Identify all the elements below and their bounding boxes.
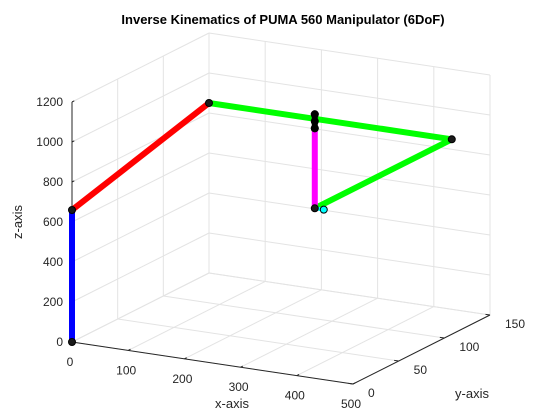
- tick-labels: 0 100 200 300 400 500 0 50 100 150 0 200 400 600 800 10…: [36, 95, 525, 411]
- link-3: [313, 136, 454, 211]
- x-tick-label: 300: [229, 380, 249, 394]
- joint-marker: [447, 135, 456, 144]
- grid-line: [71, 112, 210, 183]
- grid-line: [71, 72, 210, 143]
- grid-line: [71, 192, 210, 263]
- grid-line: [71, 152, 210, 223]
- joint-marker: [205, 99, 213, 107]
- joint-marker: [68, 206, 76, 214]
- z-tick-mark: [71, 140, 75, 143]
- grid-line: [208, 32, 491, 76]
- x-tick-mark: [296, 374, 300, 377]
- grid-line: [71, 32, 210, 103]
- grid-line: [240, 297, 378, 368]
- grid-line: [71, 272, 210, 343]
- x-axis-label: x-axis: [215, 396, 249, 411]
- y-axis-label: y-axis: [455, 386, 489, 401]
- x-tick-mark: [127, 348, 131, 351]
- x-tick-label: 400: [285, 389, 305, 403]
- grid-line: [71, 232, 210, 303]
- axes-box: [71, 100, 491, 385]
- x-tick-mark: [352, 382, 356, 385]
- link-1: [70, 100, 211, 213]
- gripper-joint-marker: [310, 124, 319, 133]
- z-tick-mark: [71, 100, 75, 103]
- grid-line: [184, 289, 322, 360]
- grid-line: [208, 232, 491, 276]
- y-tick-label: 100: [459, 340, 479, 354]
- link-2: [208, 100, 453, 143]
- y-tick-mark: [394, 359, 399, 362]
- chart-title: Inverse Kinematics of PUMA 560 Manipulat…: [121, 12, 444, 27]
- grid-line: [208, 112, 491, 156]
- z-axis-label: z-axis: [10, 205, 25, 239]
- z-tick-label: 200: [43, 295, 63, 309]
- x-tick-label: 0: [67, 355, 74, 369]
- z-tick-label: 400: [43, 255, 63, 269]
- grid-line: [208, 192, 491, 236]
- z-tick-mark: [71, 180, 75, 183]
- gripper-joint-marker: [310, 110, 319, 119]
- grid-line: [208, 152, 491, 196]
- y-tick-label: 50: [414, 363, 428, 377]
- y-tick-label: 150: [505, 317, 525, 331]
- y-tick-mark: [485, 313, 491, 316]
- grid-line: [117, 318, 399, 362]
- y-tick-mark: [439, 336, 445, 339]
- y-tick-label: 0: [368, 386, 375, 400]
- z-tick-label: 1200: [36, 95, 63, 109]
- joint-marker: [319, 205, 328, 214]
- grid-line: [127, 280, 266, 351]
- joint-marker: [68, 338, 76, 346]
- x-tick-label: 500: [341, 397, 361, 411]
- x-tick-mark: [184, 357, 187, 360]
- z-tick-label: 800: [43, 175, 63, 189]
- joint-marker: [310, 204, 319, 213]
- grid-line: [163, 295, 445, 339]
- grid-line: [208, 272, 491, 316]
- z-tick-label: 0: [56, 335, 63, 349]
- x-tick-mark: [240, 365, 244, 368]
- y-tick-mark: [348, 382, 354, 385]
- x-axis-line: [71, 341, 354, 385]
- grid-line: [296, 306, 435, 377]
- x-tick-label: 200: [172, 372, 192, 386]
- z-tick-label: 600: [43, 215, 63, 229]
- grid: [71, 32, 491, 385]
- robot-links: [68, 99, 456, 346]
- z-tick-label: 1000: [36, 135, 63, 149]
- y-axis-line: [352, 314, 491, 385]
- x-tick-label: 100: [116, 363, 136, 377]
- gripper-joint-marker: [310, 117, 319, 126]
- grid-line: [208, 72, 491, 116]
